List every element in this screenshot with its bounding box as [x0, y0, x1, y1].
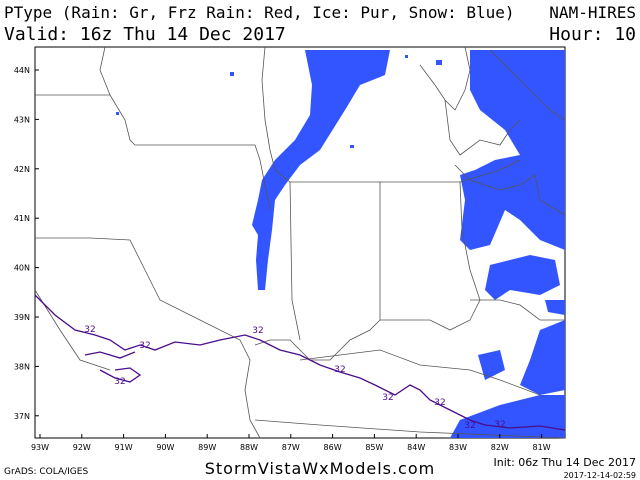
- contour-label: 32: [464, 421, 475, 431]
- snow-areas: [116, 50, 565, 438]
- contour-label: 32: [494, 420, 505, 430]
- lat-label: 42N: [14, 165, 30, 174]
- init-time: Init: 06z Thu 14 Dec 2017: [494, 456, 636, 469]
- lon-label: 91W: [115, 443, 133, 452]
- lat-label: 44N: [14, 66, 30, 75]
- contour-label: 32: [114, 377, 125, 387]
- lon-label: 86W: [324, 443, 342, 452]
- lat-label: 38N: [14, 362, 30, 371]
- lat-label: 41N: [14, 214, 30, 223]
- lat-label: 43N: [14, 115, 30, 124]
- lon-label: 84W: [407, 443, 425, 452]
- grads-credit: GrADS: COLA/IGES: [4, 467, 88, 477]
- contour-label: 32: [84, 325, 95, 335]
- header-title: PType (Rain: Gr, Frz Rain: Red, Ice: Pur…: [4, 3, 515, 22]
- freezing-contour: [84, 351, 136, 359]
- site-name: StormVistaWxModels.com: [205, 459, 435, 478]
- lon-label: 82W: [491, 443, 509, 452]
- lon-label: 83W: [449, 443, 467, 452]
- timestamp: 2017-12-14-02:59: [564, 471, 636, 480]
- lon-label: 88W: [240, 443, 258, 452]
- lat-label: 39N: [14, 313, 30, 322]
- freezing-contour: [34, 294, 566, 431]
- contour-label: 32: [252, 326, 263, 336]
- lon-label: 85W: [365, 443, 383, 452]
- lat-label: 37N: [14, 412, 30, 421]
- lon-label: 87W: [282, 443, 300, 452]
- map-area: [34, 46, 566, 439]
- contour-label: 32: [334, 365, 345, 375]
- lon-label: 92W: [73, 443, 91, 452]
- lon-label: 90W: [156, 443, 174, 452]
- model-name: NAM-HIRES: [549, 3, 636, 22]
- freezing-contour: [99, 367, 142, 383]
- lon-label: 93W: [31, 443, 49, 452]
- contour-label: 32: [434, 398, 445, 408]
- contour-label: 32: [139, 341, 150, 351]
- valid-time: Valid: 16z Thu 14 Dec 2017: [4, 24, 286, 45]
- boundaries: [34, 46, 566, 439]
- lat-label: 40N: [14, 264, 30, 273]
- lon-label: 89W: [198, 443, 216, 452]
- lon-label: 81W: [533, 443, 551, 452]
- forecast-hour: Hour: 10: [549, 24, 636, 45]
- contour-label: 32: [382, 393, 393, 403]
